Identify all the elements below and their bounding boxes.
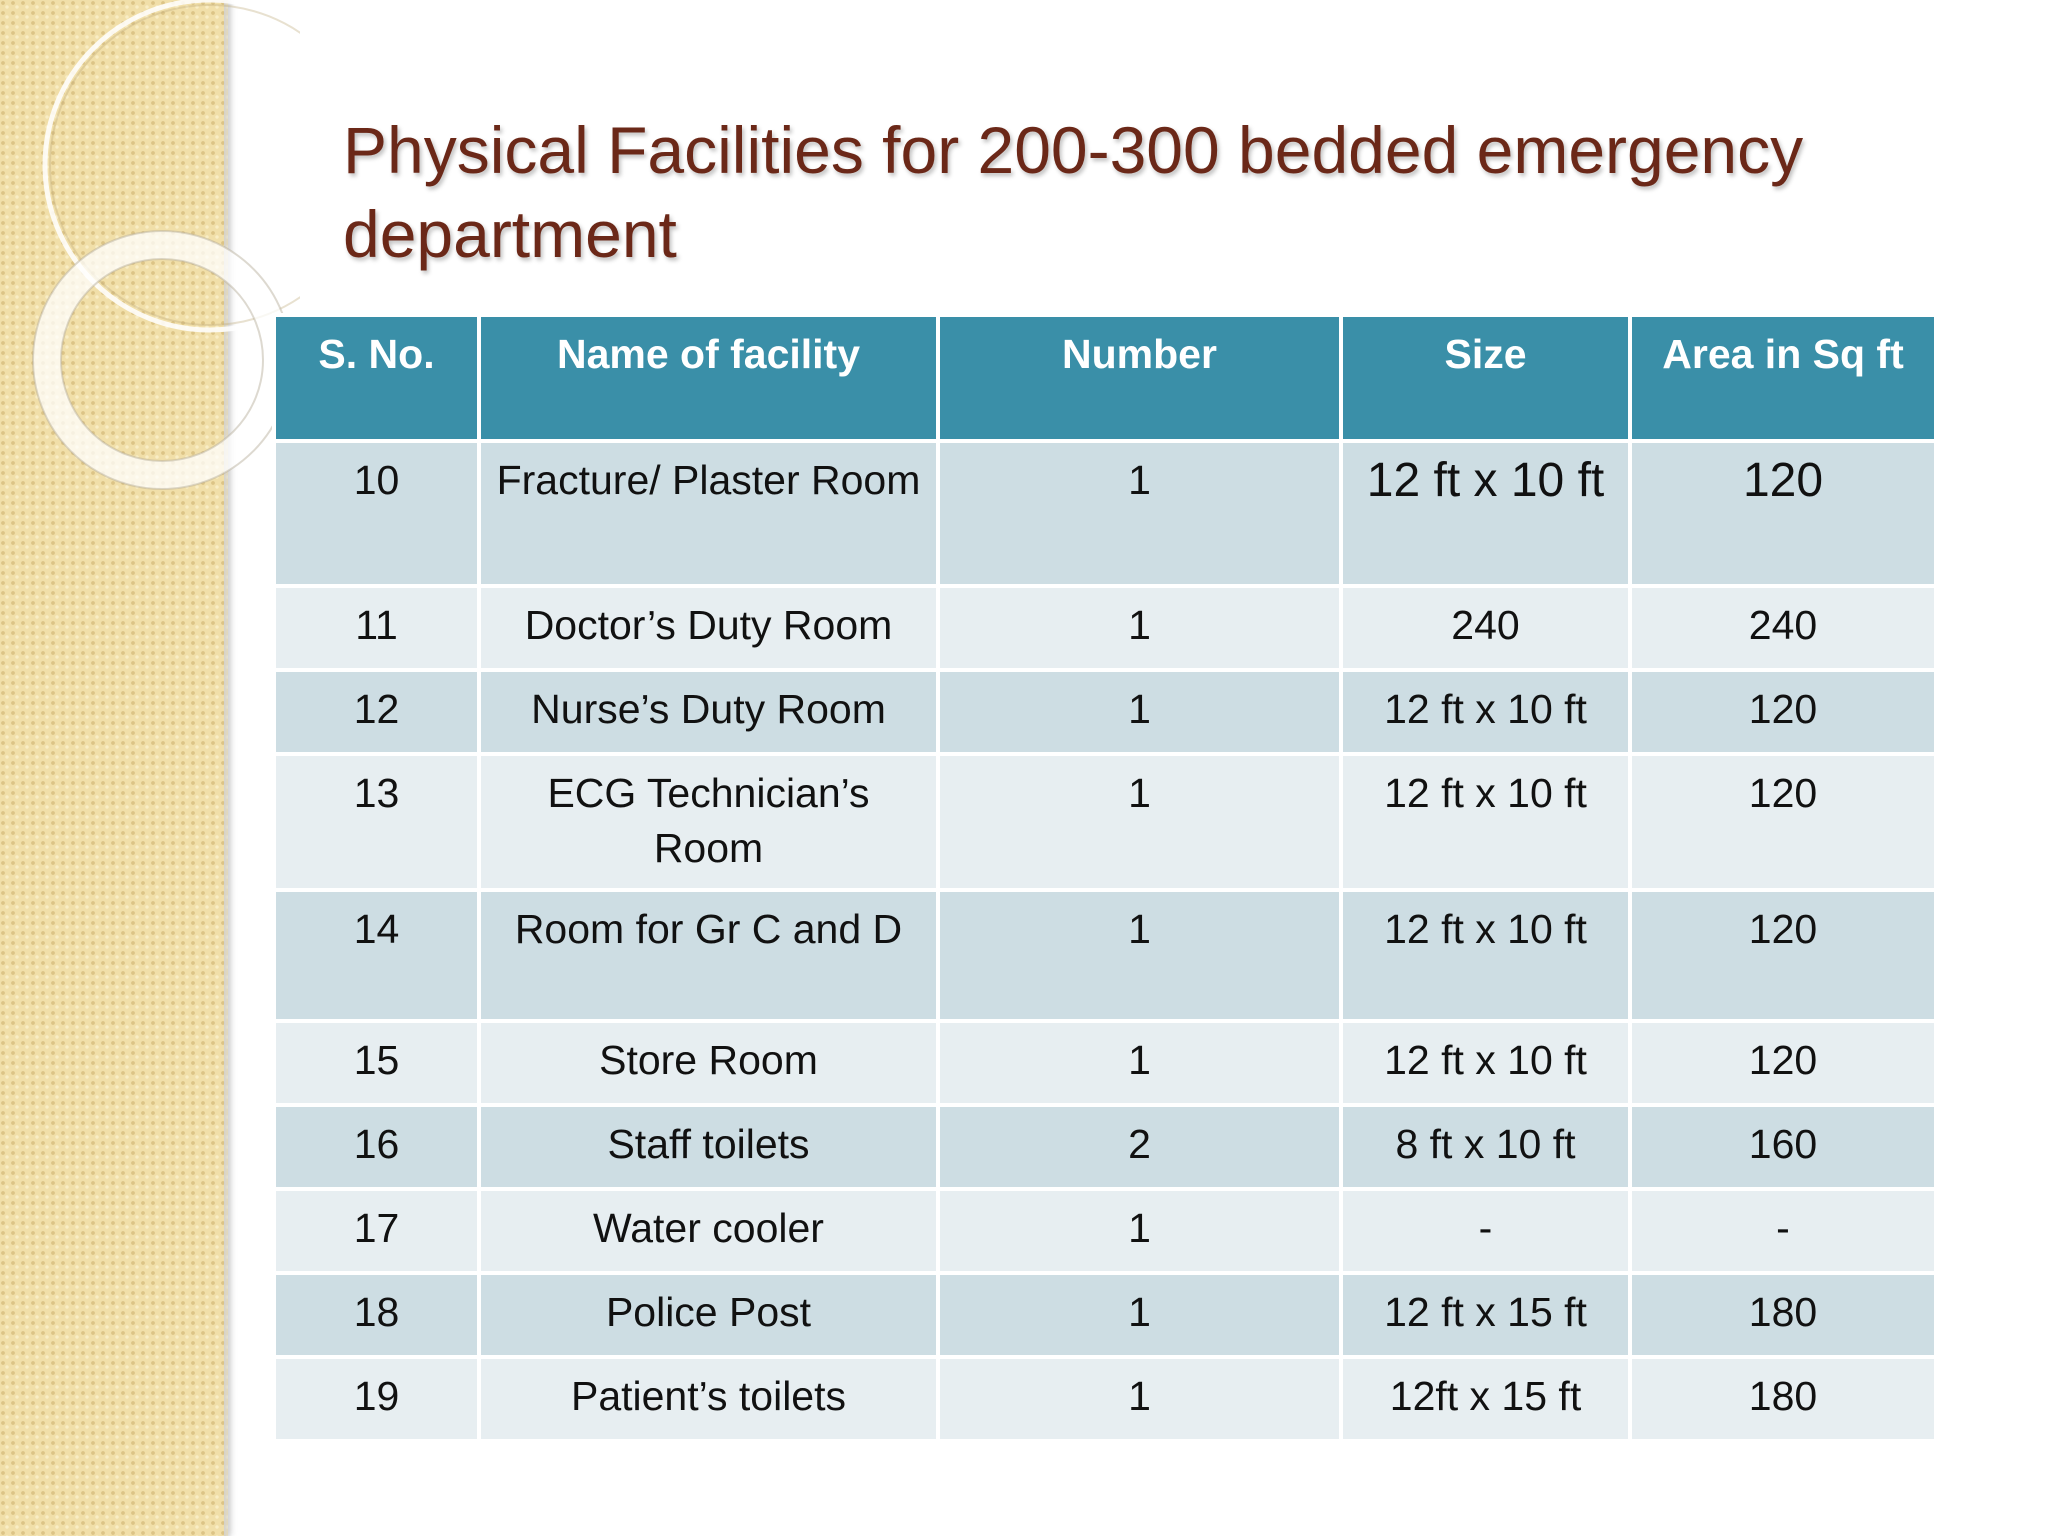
cell-number: 1 [936, 888, 1343, 1023]
table-row: 17 Water cooler 1 - - [272, 1187, 1938, 1275]
cell-area: 120 [1628, 1019, 1938, 1107]
cell-size: 8 ft x 10 ft [1339, 1103, 1632, 1191]
header-number: Number [936, 313, 1343, 443]
cell-number: 1 [936, 1355, 1343, 1443]
table-row: 18 Police Post 1 12 ft x 15 ft 180 [272, 1271, 1938, 1359]
cell-area: 120 [1628, 752, 1938, 892]
cell-number: 1 [936, 1271, 1343, 1359]
cell-facility-name: Store Room [477, 1019, 940, 1107]
cell-size: 12 ft x 10 ft [1339, 439, 1632, 588]
cell-size: 240 [1339, 584, 1632, 672]
cell-size: 12 ft x 10 ft [1339, 888, 1632, 1023]
cell-area: 120 [1628, 668, 1938, 756]
cell-size: 12 ft x 10 ft [1339, 668, 1632, 756]
cell-facility-name: Water cooler [477, 1187, 940, 1275]
side-panel-edge [224, 0, 232, 1536]
cell-serial-number: 14 [272, 888, 481, 1023]
header-area: Area in Sq ft [1628, 313, 1938, 443]
cell-size: 12 ft x 10 ft [1339, 752, 1632, 892]
cell-serial-number: 10 [272, 439, 481, 588]
cell-serial-number: 18 [272, 1271, 481, 1359]
cell-serial-number: 15 [272, 1019, 481, 1107]
cell-facility-name: ECG Technician’s Room [477, 752, 940, 892]
table-row: 10 Fracture/ Plaster Room 1 12 ft x 10 f… [272, 439, 1938, 588]
cell-number: 1 [936, 1187, 1343, 1275]
cell-area: 180 [1628, 1355, 1938, 1443]
cell-area: 180 [1628, 1271, 1938, 1359]
cell-serial-number: 13 [272, 752, 481, 892]
table-row: 11 Doctor’s Duty Room 1 240 240 [272, 584, 1938, 672]
cell-serial-number: 17 [272, 1187, 481, 1275]
table-row: 16 Staff toilets 2 8 ft x 10 ft 160 [272, 1103, 1938, 1191]
table-row: 19 Patient’s toilets 1 12ft x 15 ft 180 [272, 1355, 1938, 1443]
cell-facility-name: Staff toilets [477, 1103, 940, 1191]
cell-facility-name: Room for Gr C and D [477, 888, 940, 1023]
cell-facility-name: Patient’s toilets [477, 1355, 940, 1443]
cell-area: 240 [1628, 584, 1938, 672]
header-facility-name: Name of facility [477, 313, 940, 443]
cell-number: 1 [936, 1019, 1343, 1107]
cell-area: 120 [1628, 888, 1938, 1023]
table-row: 13 ECG Technician’s Room 1 12 ft x 10 ft… [272, 752, 1938, 892]
cell-number: 1 [936, 668, 1343, 756]
cell-size: 12ft x 15 ft [1339, 1355, 1632, 1443]
cell-size: 12 ft x 15 ft [1339, 1271, 1632, 1359]
cell-size: - [1339, 1187, 1632, 1275]
cell-facility-name: Doctor’s Duty Room [477, 584, 940, 672]
cell-serial-number: 12 [272, 668, 481, 756]
facilities-table: S. No. Name of facility Number Size Area… [272, 313, 1938, 1443]
cell-number: 2 [936, 1103, 1343, 1191]
cell-serial-number: 19 [272, 1355, 481, 1443]
table-row: 12 Nurse’s Duty Room 1 12 ft x 10 ft 120 [272, 668, 1938, 756]
cell-facility-name: Nurse’s Duty Room [477, 668, 940, 756]
cell-area: 160 [1628, 1103, 1938, 1191]
cell-number: 1 [936, 584, 1343, 672]
cell-area: 120 [1628, 439, 1938, 588]
decorative-rings [32, 0, 300, 490]
header-serial-number: S. No. [272, 313, 481, 443]
cell-serial-number: 16 [272, 1103, 481, 1191]
cell-facility-name: Fracture/ Plaster Room [477, 439, 940, 588]
cell-serial-number: 11 [272, 584, 481, 672]
table-header-row: S. No. Name of facility Number Size Area… [272, 313, 1938, 443]
cell-area: - [1628, 1187, 1938, 1275]
header-size: Size [1339, 313, 1632, 443]
slide-title: Physical Facilities for 200-300 bedded e… [343, 113, 1804, 271]
table-row: 15 Store Room 1 12 ft x 10 ft 120 [272, 1019, 1938, 1107]
cell-size: 12 ft x 10 ft [1339, 1019, 1632, 1107]
cell-facility-name: Police Post [477, 1271, 940, 1359]
table-row: 14 Room for Gr C and D 1 12 ft x 10 ft 1… [272, 888, 1938, 1023]
cell-number: 1 [936, 439, 1343, 588]
cell-number: 1 [936, 752, 1343, 892]
